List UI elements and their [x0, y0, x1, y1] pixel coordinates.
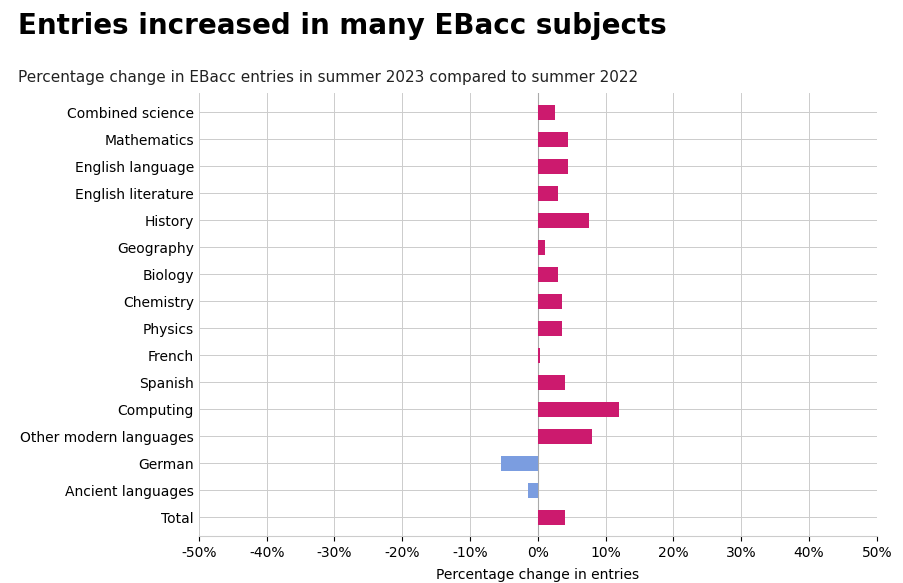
Bar	[537, 402, 619, 417]
Bar	[537, 510, 564, 525]
Bar	[500, 456, 537, 471]
X-axis label: Percentage change in entries: Percentage change in entries	[436, 568, 638, 582]
Bar	[537, 321, 561, 336]
Bar	[537, 132, 568, 147]
Bar	[537, 159, 568, 174]
Bar	[537, 348, 539, 363]
Bar	[537, 294, 561, 309]
Bar	[537, 213, 588, 228]
Bar	[537, 105, 554, 120]
Bar	[537, 429, 591, 444]
Bar	[537, 186, 558, 201]
Bar	[537, 240, 544, 255]
Text: Percentage change in EBacc entries in summer 2023 compared to summer 2022: Percentage change in EBacc entries in su…	[18, 70, 638, 85]
Bar	[527, 483, 537, 498]
Text: Entries increased in many EBacc subjects: Entries increased in many EBacc subjects	[18, 12, 666, 40]
Bar	[537, 375, 564, 390]
Bar	[537, 267, 558, 282]
